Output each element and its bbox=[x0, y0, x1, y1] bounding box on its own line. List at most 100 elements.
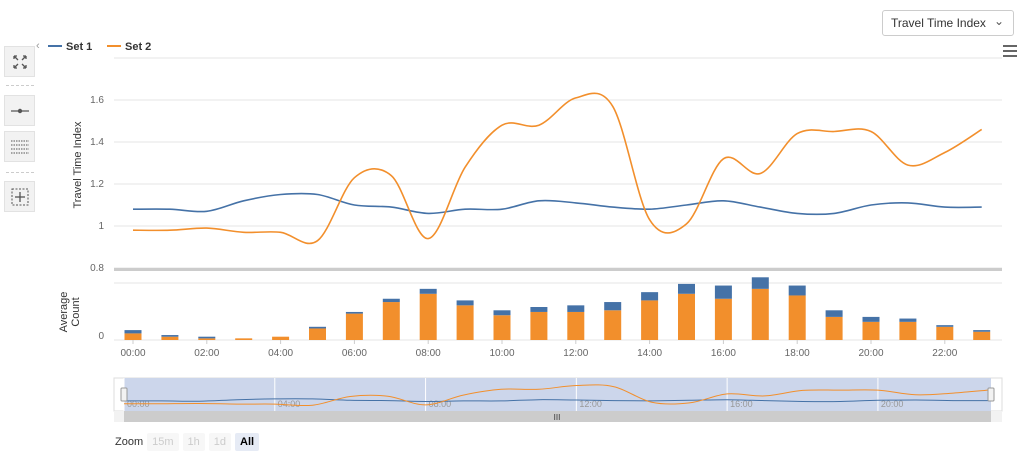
zoom-controls: Zoom 15m 1h 1d All bbox=[115, 433, 260, 451]
bar-set1 bbox=[899, 318, 917, 322]
pane-divider[interactable] bbox=[114, 268, 1002, 271]
toolbar-divider bbox=[6, 172, 34, 173]
bar-set1 bbox=[604, 302, 622, 311]
chart-menu-icon[interactable] bbox=[1003, 45, 1017, 59]
y-tick-label: 1 bbox=[98, 221, 104, 232]
bar-set1 bbox=[825, 310, 843, 317]
bar-set1 bbox=[493, 310, 511, 316]
series-line-set1 bbox=[132, 192, 982, 216]
scrollbar-grip: III bbox=[554, 413, 561, 422]
zoom-1d-button[interactable]: 1d bbox=[208, 433, 232, 451]
x-tick-label: 06:00 bbox=[342, 348, 367, 359]
bar-set2 bbox=[456, 305, 474, 340]
bar-set2 bbox=[419, 293, 437, 340]
navigator-tick-label: 08:00 bbox=[429, 399, 452, 409]
bar-set1 bbox=[714, 285, 732, 299]
zoom-all-button[interactable]: All bbox=[235, 433, 260, 451]
navigator-tick-label: 12:00 bbox=[579, 399, 602, 409]
bar-chart-grid bbox=[114, 282, 1002, 341]
line-chart-grid bbox=[114, 57, 1002, 269]
bar-set1 bbox=[309, 326, 326, 329]
navigator-selected-range[interactable] bbox=[124, 378, 991, 411]
bar-set1 bbox=[788, 285, 806, 296]
bar-set1 bbox=[973, 330, 991, 332]
metric-select-value: Travel Time Index bbox=[891, 16, 986, 30]
navigator-tick-label: 20:00 bbox=[881, 399, 904, 409]
bar-set2 bbox=[309, 328, 326, 340]
bar-set2 bbox=[825, 316, 843, 340]
legend-label-set2: Set 2 bbox=[125, 41, 151, 53]
navigator-series bbox=[123, 384, 992, 407]
bar-set1 bbox=[124, 330, 142, 334]
bar-set1 bbox=[198, 336, 216, 339]
navigator-handle-right[interactable] bbox=[987, 387, 995, 402]
legend-label-set1: Set 1 bbox=[66, 41, 92, 53]
x-tick-label: 14:00 bbox=[637, 348, 662, 359]
x-tick-label: 00:00 bbox=[120, 348, 145, 359]
bar-set2 bbox=[641, 300, 659, 340]
bar-set1 bbox=[419, 288, 437, 294]
bar-chart-y-tick: 0 bbox=[98, 331, 104, 342]
bar-set2 bbox=[899, 321, 917, 340]
navigator-line-set2 bbox=[124, 384, 992, 407]
x-tick-label: 02:00 bbox=[194, 348, 219, 359]
bar-chart-y-axis-label-line2: Count bbox=[70, 297, 82, 326]
bar-set1 bbox=[456, 300, 474, 306]
y-tick-label: 1.6 bbox=[90, 95, 104, 106]
navigator[interactable]: 00:00 04:00 08:00 12:00 16:00 20:00 III bbox=[113, 377, 1003, 422]
bar-set2 bbox=[973, 331, 991, 340]
bar-set2 bbox=[530, 311, 548, 340]
bar-set2 bbox=[751, 288, 769, 340]
bar-set2 bbox=[124, 333, 142, 340]
x-tick-label: 12:00 bbox=[563, 348, 588, 359]
bar-chart-bars bbox=[124, 277, 991, 340]
metric-select[interactable]: Travel Time Index ⌄ bbox=[882, 10, 1014, 36]
fullscreen-icon[interactable] bbox=[4, 46, 35, 77]
x-tick-label: 18:00 bbox=[785, 348, 810, 359]
horizontal-lines-icon[interactable] bbox=[4, 131, 35, 162]
navigator-scrollbar-thumb[interactable] bbox=[124, 411, 991, 422]
x-tick-label: 20:00 bbox=[858, 348, 883, 359]
x-tick-label: 04:00 bbox=[268, 348, 293, 359]
line-chart-y-ticks: 0.8 1 1.2 1.4 1.6 bbox=[90, 95, 104, 274]
navigator-handle-left[interactable] bbox=[120, 387, 128, 402]
navigator-tick-label: 04:00 bbox=[278, 399, 301, 409]
bar-set2 bbox=[678, 293, 695, 340]
bar-chart-y-axis-label-line1: Average bbox=[58, 292, 70, 333]
x-tick-label: 08:00 bbox=[416, 348, 441, 359]
x-axis-ticks: 00:00 02:00 04:00 06:00 08:00 10:00 12:00 14:00… bbox=[120, 340, 958, 359]
chevron-down-icon: ⌄ bbox=[993, 14, 1004, 28]
chart-legend[interactable]: Set 1 Set 2 bbox=[48, 41, 151, 53]
crosshair-icon[interactable] bbox=[4, 181, 35, 212]
bar-set1 bbox=[641, 292, 659, 301]
zoom-15m-button[interactable]: 15m bbox=[147, 433, 179, 451]
x-tick-label: 22:00 bbox=[932, 348, 957, 359]
collapse-toolbar-icon[interactable]: ‹ bbox=[36, 40, 40, 52]
bar-set1 bbox=[161, 335, 179, 337]
zoom-1h-button[interactable]: 1h bbox=[182, 433, 205, 451]
legend-item-set2[interactable]: Set 2 bbox=[107, 41, 151, 53]
navigator-line-set1 bbox=[123, 398, 992, 403]
line-chart-y-axis-label: Travel Time Index bbox=[72, 121, 84, 209]
bar-set2 bbox=[714, 298, 732, 340]
bar-set1 bbox=[862, 316, 880, 322]
bar-set2 bbox=[567, 311, 585, 340]
bar-set1 bbox=[382, 298, 400, 303]
bar-set1 bbox=[530, 307, 548, 312]
navigator-tick-label: 16:00 bbox=[730, 399, 753, 409]
legend-item-set1[interactable]: Set 1 bbox=[48, 41, 92, 53]
bar-set2 bbox=[604, 310, 622, 340]
line-tool-icon[interactable] bbox=[4, 95, 35, 126]
bar-set1 bbox=[567, 305, 585, 312]
bar-set2 bbox=[862, 321, 880, 340]
x-tick-label: 16:00 bbox=[711, 348, 736, 359]
bar-set2 bbox=[936, 326, 954, 340]
y-tick-label: 1.4 bbox=[90, 137, 104, 148]
x-tick-label: 10:00 bbox=[489, 348, 514, 359]
line-chart-series bbox=[132, 92, 983, 245]
bar-set1 bbox=[751, 277, 769, 289]
series-line-set2 bbox=[132, 92, 983, 245]
bar-set2 bbox=[198, 338, 216, 340]
bar-set2 bbox=[788, 295, 806, 340]
